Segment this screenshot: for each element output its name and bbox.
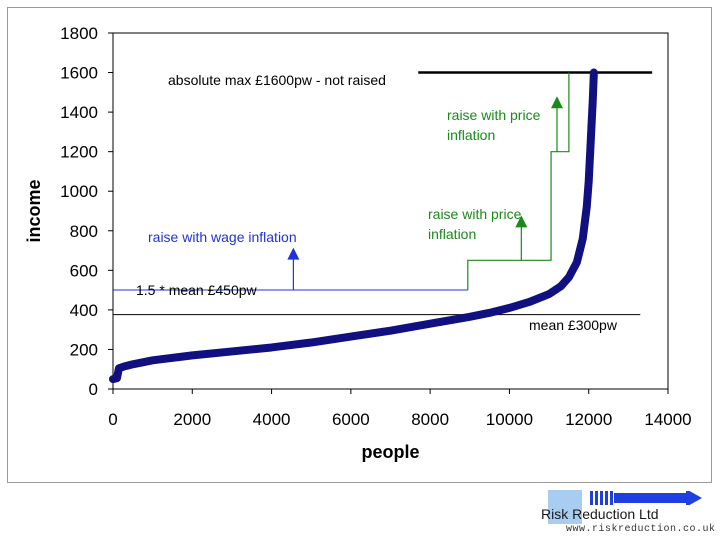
x-tick-label: 12000 — [565, 410, 612, 429]
y-tick-label: 400 — [70, 301, 98, 320]
x-tick-label: 4000 — [253, 410, 291, 429]
y-tick-label: 1600 — [60, 64, 98, 83]
chart-frame — [7, 7, 712, 483]
y-tick-label: 200 — [70, 340, 98, 359]
x-tick-label: 6000 — [332, 410, 370, 429]
x-tick-label: 2000 — [173, 410, 211, 429]
y-tick-label: 0 — [89, 380, 98, 399]
threshold-label: 1.5 * mean £450pw — [136, 282, 258, 298]
absolute-max-label: absolute max £1600pw - not raised — [168, 72, 386, 88]
price-inflation-label-upper-2: inflation — [447, 127, 495, 143]
logo-text: Risk Reduction Ltd — [541, 506, 659, 522]
y-tick-label: 1800 — [60, 24, 98, 43]
price-arrow-upper-head — [551, 96, 563, 109]
plot-area — [112, 32, 669, 390]
x-tick-label: 0 — [108, 410, 117, 429]
wage-inflation-label: raise with wage inflation — [148, 229, 297, 245]
logo-stripes — [590, 491, 614, 505]
price-arrow-lower-head — [515, 215, 528, 228]
x-axis-title: people — [361, 442, 419, 462]
price-inflation-step-line — [467, 72, 570, 290]
logo-arrow-icon — [614, 491, 702, 505]
y-axis-title: income — [24, 179, 44, 242]
price-inflation-label-lower-2: inflation — [428, 226, 476, 242]
price-inflation-label-lower-1: raise with price — [428, 206, 522, 222]
x-tick-label: 14000 — [644, 410, 691, 429]
mean-label: mean £300pw — [529, 317, 618, 333]
y-tick-label: 600 — [70, 261, 98, 280]
price-inflation-label-upper-1: raise with price — [447, 107, 541, 123]
y-tick-label: 1000 — [60, 182, 98, 201]
logo-url: www.riskreduction.co.uk — [566, 524, 716, 535]
income-curve — [109, 68, 598, 384]
wage-arrow-head — [287, 247, 300, 260]
x-tick-label: 10000 — [486, 410, 533, 429]
x-tick-label: 8000 — [411, 410, 449, 429]
y-tick-label: 800 — [70, 222, 98, 241]
y-tick-label: 1200 — [60, 143, 98, 162]
logo-square — [548, 490, 582, 524]
y-tick-label: 1400 — [60, 103, 98, 122]
